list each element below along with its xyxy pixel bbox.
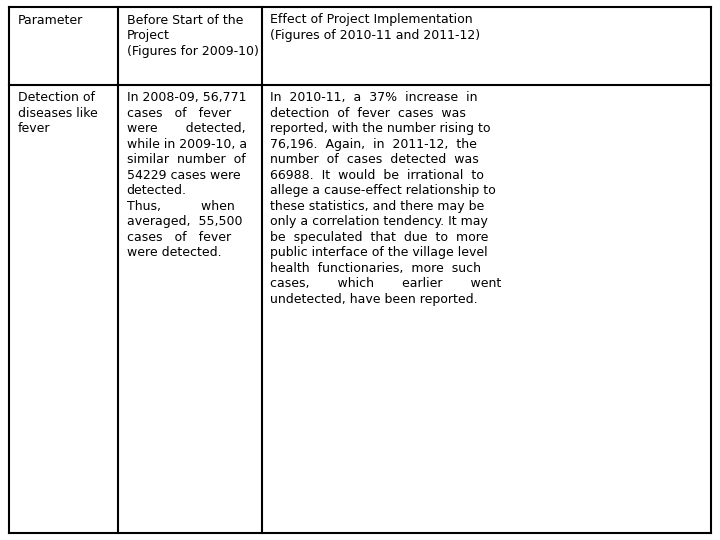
Text: Effect of Project Implementation
(Figures of 2010-11 and 2011-12): Effect of Project Implementation (Figure… [271, 14, 480, 42]
Text: In 2008-09, 56,771
cases   of   fever
were       detected,
while in 2009-10, a
s: In 2008-09, 56,771 cases of fever were d… [127, 91, 247, 259]
Text: Parameter: Parameter [18, 14, 84, 26]
Text: Detection of
diseases like
fever: Detection of diseases like fever [18, 91, 98, 136]
Text: In  2010-11,  a  37%  increase  in
detection  of  fever  cases  was
reported, wi: In 2010-11, a 37% increase in detection … [271, 91, 502, 306]
Text: Before Start of the
Project
(Figures for 2009-10): Before Start of the Project (Figures for… [127, 14, 258, 57]
